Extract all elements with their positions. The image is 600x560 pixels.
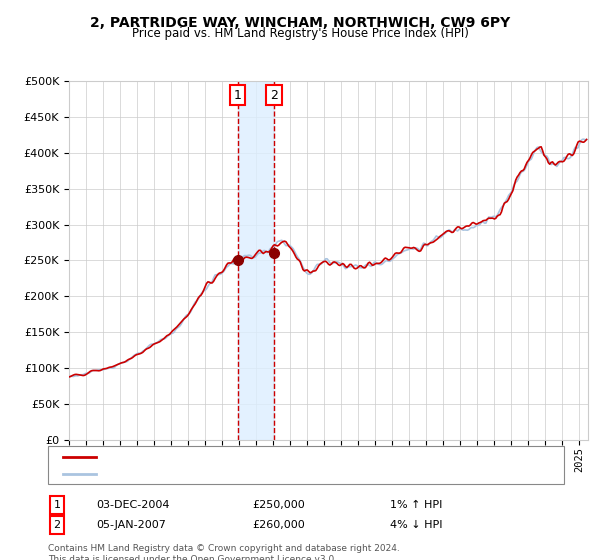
Text: 4% ↓ HPI: 4% ↓ HPI: [390, 520, 443, 530]
Text: 05-JAN-2007: 05-JAN-2007: [96, 520, 166, 530]
Text: 1% ↑ HPI: 1% ↑ HPI: [390, 500, 442, 510]
Text: 2, PARTRIDGE WAY, WINCHAM, NORTHWICH, CW9 6PY (detached house): 2, PARTRIDGE WAY, WINCHAM, NORTHWICH, CW…: [102, 452, 477, 462]
Text: £260,000: £260,000: [252, 520, 305, 530]
Text: 1: 1: [234, 88, 242, 102]
Text: Contains HM Land Registry data © Crown copyright and database right 2024.
This d: Contains HM Land Registry data © Crown c…: [48, 544, 400, 560]
Text: £250,000: £250,000: [252, 500, 305, 510]
Text: 03-DEC-2004: 03-DEC-2004: [96, 500, 170, 510]
Text: 2, PARTRIDGE WAY, WINCHAM, NORTHWICH, CW9 6PY: 2, PARTRIDGE WAY, WINCHAM, NORTHWICH, CW…: [90, 16, 510, 30]
Text: 2: 2: [53, 520, 61, 530]
Bar: [238, 81, 274, 440]
Text: Price paid vs. HM Land Registry's House Price Index (HPI): Price paid vs. HM Land Registry's House …: [131, 27, 469, 40]
Text: HPI: Average price, detached house, Cheshire West and Chester: HPI: Average price, detached house, Ches…: [102, 469, 437, 479]
Text: 1: 1: [53, 500, 61, 510]
Text: 2: 2: [270, 88, 278, 102]
